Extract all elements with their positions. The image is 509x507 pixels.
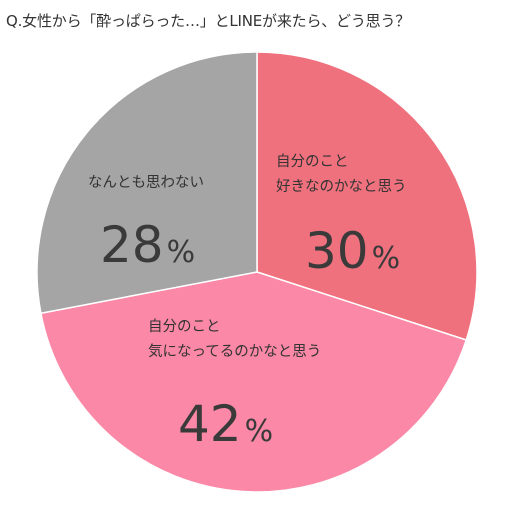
pie-slice-1 [256, 51, 478, 341]
slice-percent-2: 42% [178, 395, 273, 453]
slice-percent-3: 28% [100, 216, 195, 274]
slice-label-2: 自分のこと気になってるのかなと思う [148, 318, 321, 360]
slice-label-1: 自分のこと好きなのかなと思う [276, 153, 407, 195]
chart-title: Q.女性から「酔っぱらった…」とLINEが来たら、どう思う？ [6, 12, 411, 30]
slice-label-3: なんとも思わない [88, 174, 204, 191]
slice-percent-1: 30% [305, 222, 400, 280]
pie-slice-3 [36, 51, 258, 315]
pie-slice-2 [40, 271, 468, 493]
